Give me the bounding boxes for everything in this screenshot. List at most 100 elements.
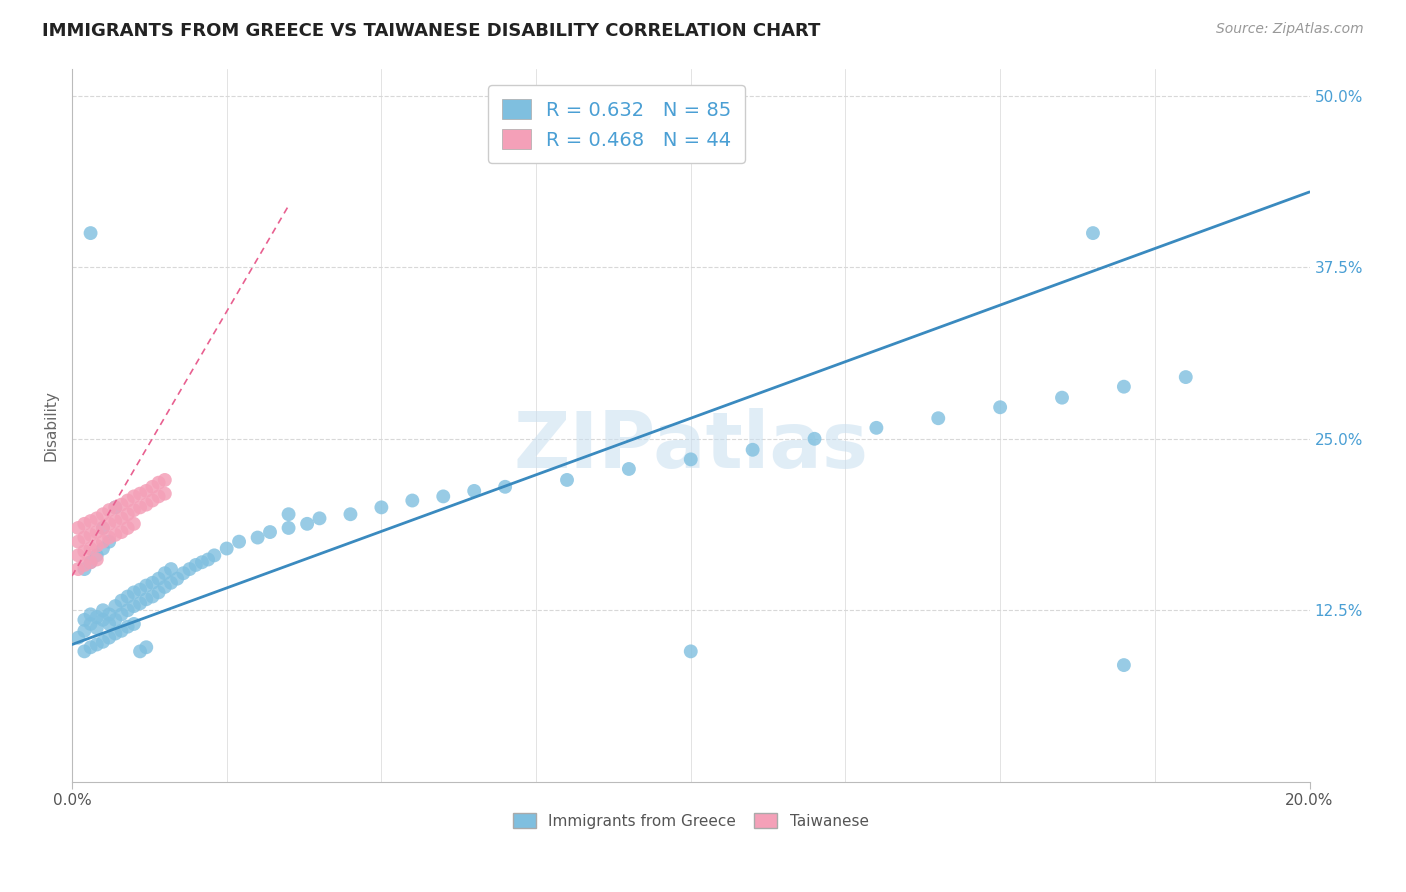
Point xyxy=(91,507,114,521)
Point xyxy=(79,514,101,528)
Point xyxy=(86,524,108,539)
Point xyxy=(73,562,96,576)
Point xyxy=(98,631,121,645)
Point xyxy=(228,534,250,549)
Point xyxy=(122,585,145,599)
Point xyxy=(141,480,163,494)
Point xyxy=(184,558,207,572)
Point xyxy=(148,475,170,490)
Point xyxy=(98,503,121,517)
Point xyxy=(110,624,132,638)
Point xyxy=(129,486,152,500)
Point xyxy=(370,500,392,515)
Point xyxy=(73,558,96,572)
Point xyxy=(73,516,96,531)
Point xyxy=(148,585,170,599)
Point xyxy=(927,411,949,425)
Point xyxy=(117,603,139,617)
Point xyxy=(135,592,157,607)
Point xyxy=(202,549,225,563)
Point xyxy=(160,562,183,576)
Point xyxy=(122,616,145,631)
Point xyxy=(86,638,108,652)
Point xyxy=(110,511,132,525)
Point xyxy=(129,582,152,597)
Point xyxy=(148,572,170,586)
Point xyxy=(98,616,121,631)
Legend: Immigrants from Greece, Taiwanese: Immigrants from Greece, Taiwanese xyxy=(508,806,875,835)
Point xyxy=(79,541,101,556)
Point xyxy=(1050,391,1073,405)
Point xyxy=(166,572,188,586)
Point xyxy=(259,524,281,539)
Point xyxy=(91,534,114,549)
Point xyxy=(98,516,121,531)
Point xyxy=(67,631,90,645)
Point xyxy=(129,644,152,658)
Point xyxy=(104,626,127,640)
Text: IMMIGRANTS FROM GREECE VS TAIWANESE DISABILITY CORRELATION CHART: IMMIGRANTS FROM GREECE VS TAIWANESE DISA… xyxy=(42,22,821,40)
Point xyxy=(1174,370,1197,384)
Point xyxy=(865,421,887,435)
Point xyxy=(79,528,101,542)
Point xyxy=(494,480,516,494)
Point xyxy=(104,500,127,515)
Point xyxy=(86,511,108,525)
Point xyxy=(86,552,108,566)
Point xyxy=(277,507,299,521)
Point xyxy=(91,521,114,535)
Point xyxy=(141,493,163,508)
Point xyxy=(79,640,101,655)
Point xyxy=(67,562,90,576)
Point xyxy=(104,500,127,515)
Point xyxy=(104,514,127,528)
Point xyxy=(122,490,145,504)
Point xyxy=(135,578,157,592)
Point xyxy=(803,432,825,446)
Point xyxy=(91,603,114,617)
Point xyxy=(401,493,423,508)
Point xyxy=(73,544,96,558)
Point xyxy=(122,516,145,531)
Point xyxy=(73,644,96,658)
Point xyxy=(308,511,330,525)
Text: Source: ZipAtlas.com: Source: ZipAtlas.com xyxy=(1216,22,1364,37)
Point xyxy=(129,500,152,515)
Point xyxy=(67,534,90,549)
Point xyxy=(86,549,108,563)
Point xyxy=(1112,658,1135,673)
Point xyxy=(117,590,139,604)
Point xyxy=(98,534,121,549)
Point xyxy=(79,616,101,631)
Point xyxy=(153,486,176,500)
Point xyxy=(555,473,578,487)
Point xyxy=(339,507,361,521)
Point xyxy=(1081,226,1104,240)
Point xyxy=(79,555,101,569)
Point xyxy=(110,607,132,622)
Point xyxy=(135,498,157,512)
Text: ZIPatlas: ZIPatlas xyxy=(513,409,869,484)
Point xyxy=(110,498,132,512)
Point xyxy=(215,541,238,556)
Point xyxy=(86,610,108,624)
Point xyxy=(679,452,702,467)
Point xyxy=(104,528,127,542)
Point xyxy=(79,607,101,622)
Point xyxy=(191,555,214,569)
Point xyxy=(617,462,640,476)
Point xyxy=(73,531,96,545)
Point xyxy=(104,599,127,614)
Point xyxy=(117,620,139,634)
Point xyxy=(91,521,114,535)
Point xyxy=(432,490,454,504)
Point xyxy=(153,473,176,487)
Point xyxy=(679,644,702,658)
Point xyxy=(117,507,139,521)
Point xyxy=(98,607,121,622)
Point xyxy=(104,613,127,627)
Point xyxy=(73,613,96,627)
Point xyxy=(79,226,101,240)
Point xyxy=(79,555,101,569)
Point xyxy=(246,531,269,545)
